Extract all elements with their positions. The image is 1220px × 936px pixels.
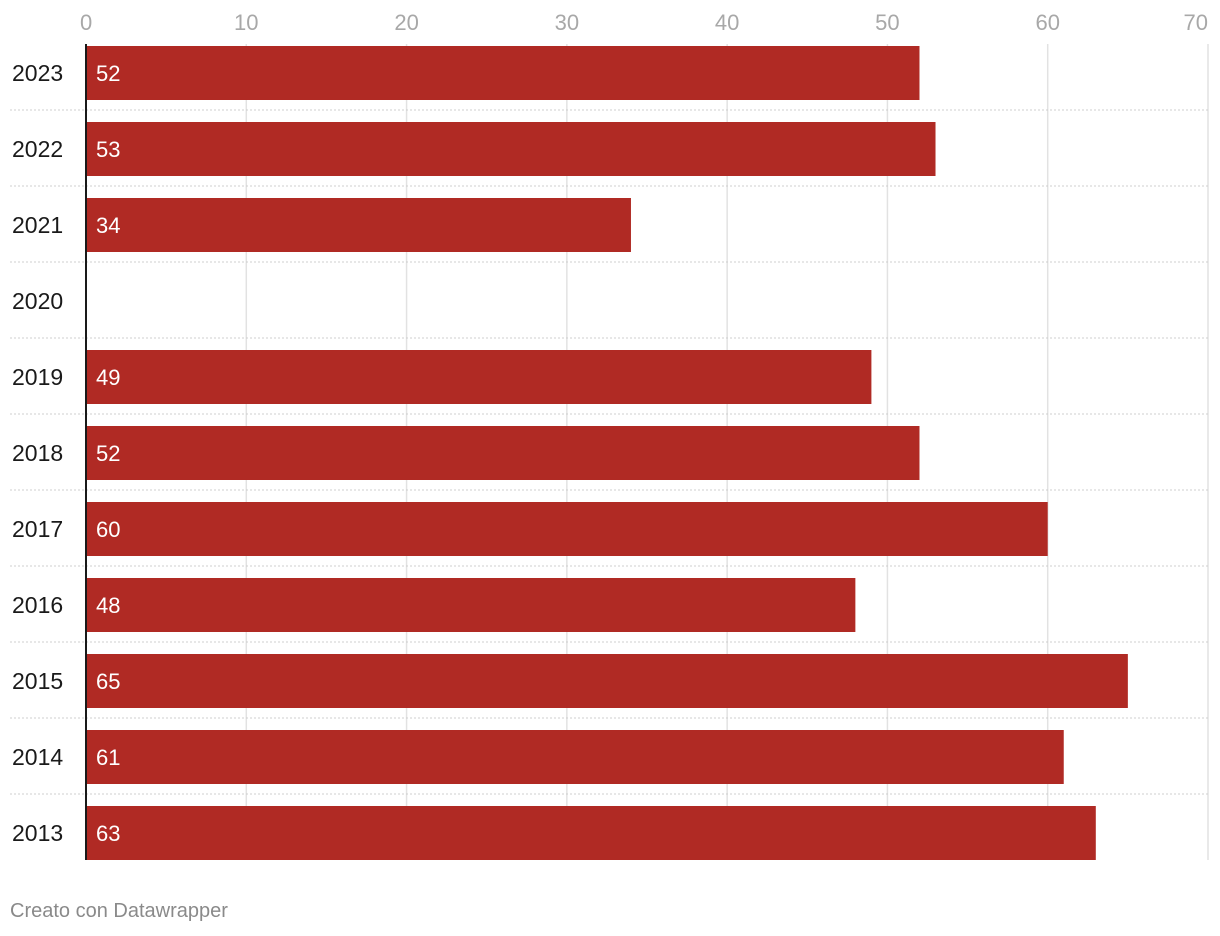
bar-2013 — [86, 806, 1096, 860]
bar-2019 — [86, 350, 872, 404]
value-label-2013: 63 — [96, 821, 120, 846]
category-label-2015: 2015 — [12, 668, 63, 694]
bar-2021 — [86, 198, 631, 252]
x-tick-label: 10 — [234, 10, 258, 35]
x-tick-label: 0 — [80, 10, 92, 35]
x-tick-label: 70 — [1184, 10, 1208, 35]
x-tick-label: 60 — [1035, 10, 1059, 35]
x-tick-label: 20 — [394, 10, 418, 35]
value-labels: 52 53 34 49 52 60 48 65 61 63 — [96, 61, 120, 846]
value-label-2014: 61 — [96, 745, 120, 770]
bars — [86, 46, 1128, 860]
value-label-2015: 65 — [96, 669, 120, 694]
x-axis-ticks: 0 10 20 30 40 50 60 70 — [80, 10, 1208, 35]
bar-2018 — [86, 426, 920, 480]
bar-2022 — [86, 122, 936, 176]
value-label-2016: 48 — [96, 593, 120, 618]
x-tick-label: 50 — [875, 10, 899, 35]
value-label-2023: 52 — [96, 61, 120, 86]
category-label-2019: 2019 — [12, 364, 63, 390]
value-label-2021: 34 — [96, 213, 120, 238]
category-label-2021: 2021 — [12, 212, 63, 238]
x-tick-label: 40 — [715, 10, 739, 35]
x-tick-label: 30 — [555, 10, 579, 35]
value-label-2019: 49 — [96, 365, 120, 390]
category-label-2020: 2020 — [12, 288, 63, 314]
bar-2014 — [86, 730, 1064, 784]
bar-2015 — [86, 654, 1128, 708]
category-label-2017: 2017 — [12, 516, 63, 542]
category-label-2023: 2023 — [12, 60, 63, 86]
bar-2016 — [86, 578, 856, 632]
value-label-2022: 53 — [96, 137, 120, 162]
category-label-2022: 2022 — [12, 136, 63, 162]
bar-chart: 0 10 20 30 40 50 60 70 52 53 34 49 52 60 48 65 61 63 202… — [10, 10, 1209, 860]
value-label-2018: 52 — [96, 441, 120, 466]
category-label-2018: 2018 — [12, 440, 63, 466]
bar-2023 — [86, 46, 920, 100]
value-label-2017: 60 — [96, 517, 120, 542]
bar-2017 — [86, 502, 1048, 556]
category-label-2013: 2013 — [12, 820, 63, 846]
category-label-2016: 2016 — [12, 592, 63, 618]
category-label-2014: 2014 — [12, 744, 63, 770]
credit-footer: Creato con Datawrapper — [10, 900, 228, 922]
category-labels: 2023 2022 2021 2020 2019 2018 2017 2016 2015 2014… — [12, 60, 63, 846]
